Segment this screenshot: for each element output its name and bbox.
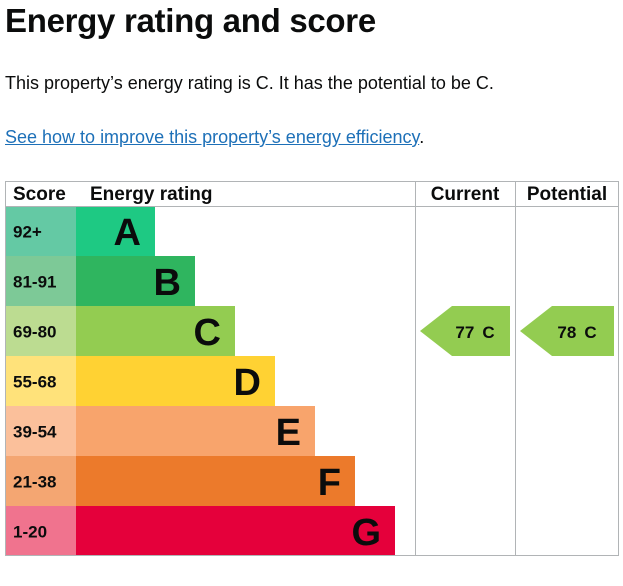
band-bar-a bbox=[76, 206, 155, 256]
band-score-label-d: 55-68 bbox=[13, 373, 56, 392]
page-title: Energy rating and score bbox=[5, 2, 376, 39]
band-score-cell-a bbox=[5, 206, 76, 256]
band-bar-b bbox=[76, 256, 195, 306]
band-score-label-a: 92+ bbox=[13, 223, 42, 242]
band-score-label-c: 69-80 bbox=[13, 323, 56, 342]
band-bar-g bbox=[76, 506, 395, 556]
potential-rating-label: 78 C bbox=[557, 323, 596, 342]
band-letter-f: F bbox=[318, 462, 341, 504]
current-rating-score: 77 bbox=[455, 323, 474, 342]
band-score-label-e: 39-54 bbox=[13, 423, 57, 442]
band-letter-g: G bbox=[351, 512, 381, 554]
link-suffix: . bbox=[419, 127, 425, 147]
band-letter-c: C bbox=[194, 312, 221, 354]
band-score-cell-b bbox=[5, 256, 76, 306]
band-score-cell-d bbox=[5, 356, 76, 406]
band-score-label-f: 21-38 bbox=[13, 473, 56, 492]
improve-link-line: See how to improve this property’s energ… bbox=[5, 127, 424, 148]
potential-rating-score: 78 bbox=[557, 323, 576, 342]
band-letter-b: B bbox=[154, 262, 181, 304]
band-bar-c bbox=[76, 306, 235, 356]
current-rating-letter: C bbox=[482, 323, 494, 342]
table-border bbox=[5, 181, 619, 556]
band-score-label-g: 1-20 bbox=[13, 523, 47, 542]
band-bar-e bbox=[76, 406, 315, 456]
header-energy-rating: Energy rating bbox=[90, 184, 212, 205]
current-rating-arrow bbox=[420, 306, 510, 356]
band-letter-e: E bbox=[276, 412, 301, 454]
band-score-cell-f bbox=[5, 456, 76, 506]
band-bar-f bbox=[76, 456, 355, 506]
header-current: Current bbox=[431, 184, 500, 205]
band-score-cell-g bbox=[5, 506, 76, 556]
band-score-cell-c bbox=[5, 306, 76, 356]
band-letter-d: D bbox=[234, 362, 261, 404]
band-bar-d bbox=[76, 356, 275, 406]
rating-summary: This property’s energy rating is C. It h… bbox=[5, 73, 494, 93]
potential-rating-arrow bbox=[520, 306, 614, 356]
current-rating-label: 77 C bbox=[455, 323, 494, 342]
header-potential: Potential bbox=[527, 184, 607, 205]
potential-rating-letter: C bbox=[584, 323, 596, 342]
band-score-cell-e bbox=[5, 406, 76, 456]
band-score-label-b: 81-91 bbox=[13, 273, 56, 292]
header-score: Score bbox=[13, 184, 66, 205]
improve-efficiency-link[interactable]: See how to improve this property’s energ… bbox=[5, 127, 420, 147]
band-letter-a: A bbox=[114, 212, 141, 254]
